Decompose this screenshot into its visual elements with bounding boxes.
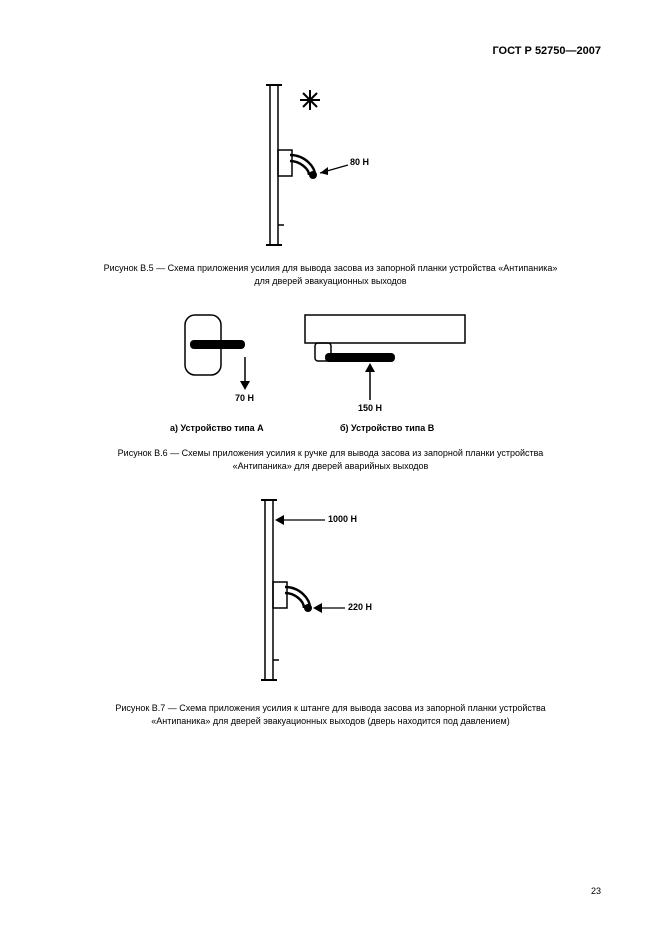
- caption-text: «Антипаника» для дверей эвакуационных вы…: [151, 716, 510, 726]
- caption-text: «Антипаника» для дверей аварийных выходо…: [233, 461, 429, 471]
- figure-b6-label-b: б) Устройство типа В: [340, 423, 434, 433]
- figure-b5-force: 80 Н: [350, 157, 369, 167]
- figure-b6-force-b: 150 Н: [358, 403, 382, 413]
- figure-b5-svg: [0, 75, 661, 255]
- page-number: 23: [591, 886, 601, 896]
- caption-text: Рисунок В.5 — Схема приложения усилия дл…: [104, 263, 558, 273]
- figure-b6-label-a: а) Устройство типа А: [170, 423, 264, 433]
- document-header: ГОСТ Р 52750—2007: [492, 45, 601, 57]
- figure-b6-svg: [0, 305, 661, 445]
- caption-text: Рисунок В.6 — Схемы приложения усилия к …: [118, 448, 544, 458]
- caption-text: Рисунок В.7 — Схема приложения усилия к …: [115, 703, 545, 713]
- figure-b6: 70 Н 150 Н а) Устройство типа А б) Устро…: [0, 305, 661, 445]
- figure-b6-caption: Рисунок В.6 — Схемы приложения усилия к …: [0, 447, 661, 472]
- figure-b6-force-a: 70 Н: [235, 393, 254, 403]
- page: ГОСТ Р 52750—2007: [0, 0, 661, 936]
- figure-b7-force-bottom: 220 Н: [348, 602, 372, 612]
- figure-b7-caption: Рисунок В.7 — Схема приложения усилия к …: [0, 702, 661, 727]
- caption-text: для дверей эвакуационных выходов: [254, 276, 406, 286]
- figure-b7-force-top: 1000 Н: [328, 514, 357, 524]
- figure-b5-caption: Рисунок В.5 — Схема приложения усилия дл…: [0, 262, 661, 287]
- figure-b7: 1000 Н 220 Н: [0, 490, 661, 690]
- figure-b5: 80 Н: [0, 75, 661, 255]
